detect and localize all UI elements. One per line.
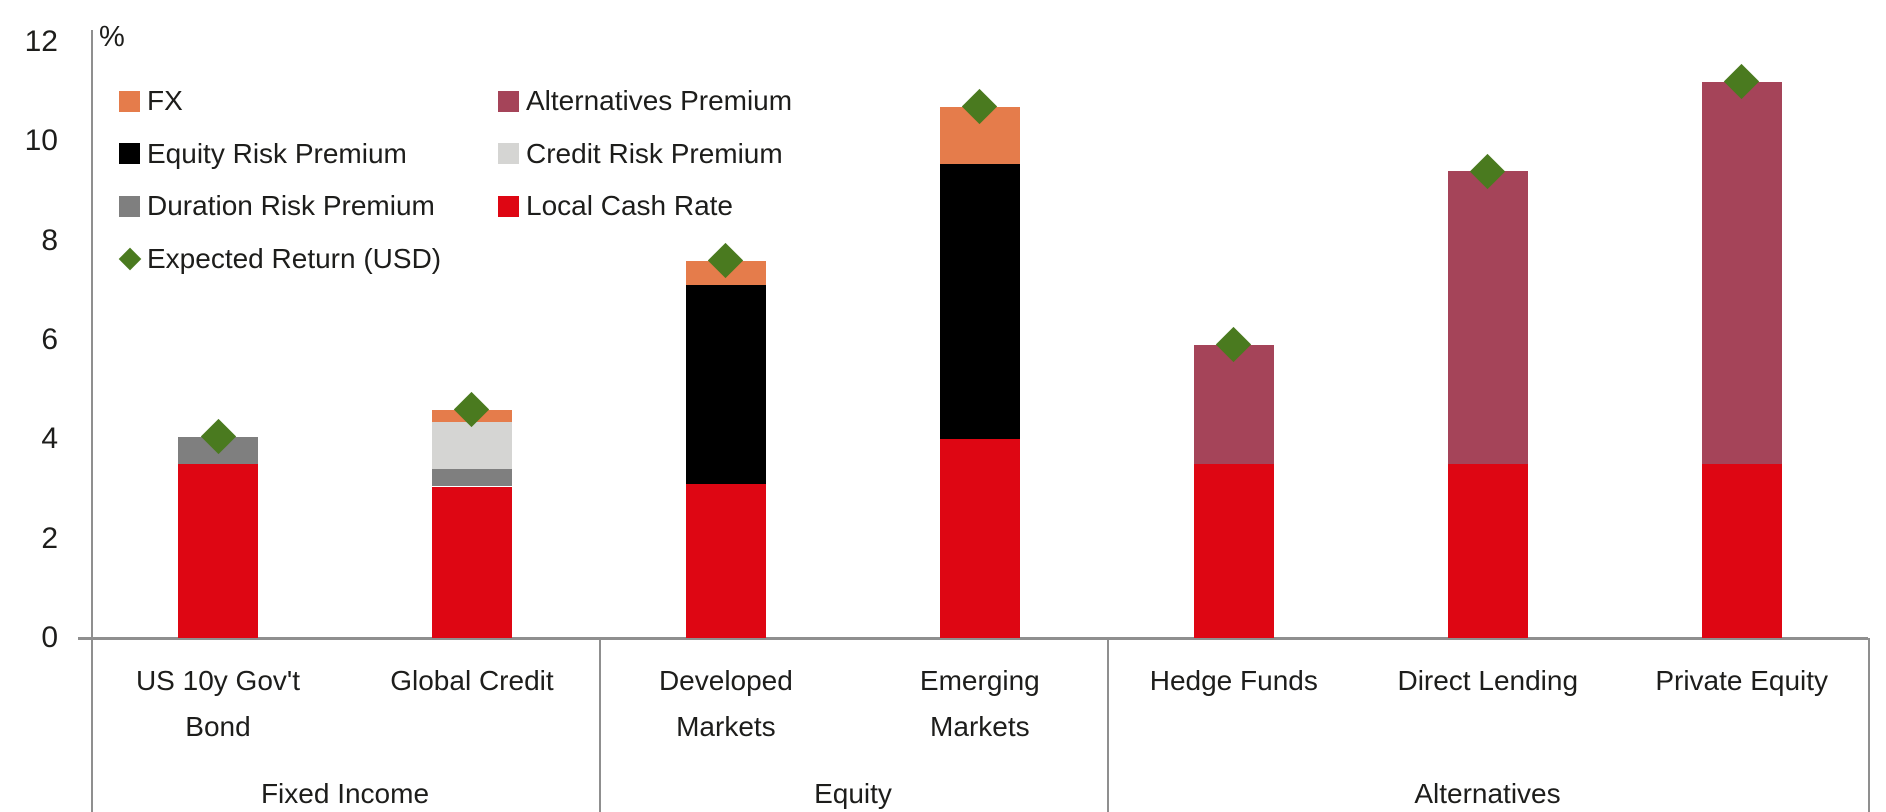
category-separator-1 xyxy=(599,638,601,812)
legend-label-equity-risk-premium: Equity Risk Premium xyxy=(147,137,407,169)
bar-label-hedge-funds: Hedge Funds xyxy=(1107,658,1361,704)
bar-label-line-us-10y-gov-t-bond-1: US 10y Gov't xyxy=(135,665,301,696)
bar-label-line-developed-markets-1: Developed xyxy=(658,665,793,696)
bar-segment-direct-lending-local-cash-rate xyxy=(1447,464,1528,638)
category-separator-2 xyxy=(1107,638,1109,812)
bar-segment-global-credit-local-cash-rate xyxy=(431,486,512,638)
bar-segment-global-credit-duration-risk-premium xyxy=(431,469,512,487)
bar-label-line-emerging-markets-2: Markets xyxy=(930,711,1030,742)
legend-item-duration-risk-premium: Duration Risk Premium xyxy=(119,185,435,227)
bar-label-line-global-credit-1: Global Credit xyxy=(390,665,554,696)
legend-swatch-alternatives-premium xyxy=(498,90,519,112)
legend-swatch-equity-risk-premium xyxy=(119,143,140,164)
category-separator-3 xyxy=(1868,638,1870,812)
bar-label-line-direct-lending-1: Direct Lending xyxy=(1397,665,1579,696)
legend-item-expected-return-usd: Expected Return (USD) xyxy=(118,238,442,280)
bar-label-line-hedge-funds-1: Hedge Funds xyxy=(1149,665,1318,696)
bar-label-developed-markets: Developed Markets xyxy=(599,658,853,750)
legend-item-local-cash-rate: Local Cash Rate xyxy=(498,185,733,227)
legend-item-credit-risk-premium: Credit Risk Premium xyxy=(498,133,783,175)
bar-segment-developed-markets-local-cash-rate xyxy=(685,484,766,638)
bar-label-global-credit: Global Credit xyxy=(345,658,599,704)
bar-label-emerging-markets: Emerging Markets xyxy=(853,658,1107,750)
group-label-alternatives: Alternatives xyxy=(1414,778,1561,809)
group-label-equity: Equity xyxy=(814,778,892,809)
group-label-fixed-income: Fixed Income xyxy=(260,778,430,809)
bar-label-line-developed-markets-2: Markets xyxy=(676,711,776,742)
bar-label-private-equity: Private Equity xyxy=(1615,658,1869,704)
legend-label-local-cash-rate: Local Cash Rate xyxy=(526,190,734,221)
bar-label-line-private-equity-1: Private Equity xyxy=(1655,665,1829,696)
y-tick-label-2: 2 xyxy=(41,521,58,555)
legend-swatch-duration-risk-premium xyxy=(119,195,140,217)
bar-segment-emerging-markets-equity-risk-premium xyxy=(939,163,1020,440)
y-tick-label-12: 12 xyxy=(24,24,58,58)
y-tick-label-4: 4 xyxy=(41,422,58,456)
legend-item-fx: FX xyxy=(119,80,183,122)
y-axis-line xyxy=(91,30,93,812)
legend-item-alternatives-premium: Alternatives Premium xyxy=(498,80,792,122)
y-tick-label-0: 0 xyxy=(41,621,58,654)
bar-segment-us-10y-gov-t-bond-local-cash-rate xyxy=(178,464,258,638)
y-tick-label-6: 6 xyxy=(41,322,58,356)
bar-segment-private-equity-alternatives-premium xyxy=(1701,81,1782,465)
bar-segment-emerging-markets-local-cash-rate xyxy=(939,439,1020,638)
legend-label-fx: FX xyxy=(147,85,183,116)
legend-diamond-swatch-expected-return-usd xyxy=(118,247,141,270)
bar-label-line-us-10y-gov-t-bond-2: Bond xyxy=(185,711,251,742)
bar-segment-direct-lending-alternatives-premium xyxy=(1447,171,1528,465)
legend-label-credit-risk-premium: Credit Risk Premium xyxy=(526,137,783,169)
legend-swatch-fx xyxy=(119,90,140,112)
legend-item-equity-risk-premium: Equity Risk Premium xyxy=(119,133,407,175)
legend-label-expected-return-usd: Expected Return (USD) xyxy=(147,242,442,274)
legend-label-duration-risk-premium: Duration Risk Premium xyxy=(147,190,435,221)
bar-label-line-emerging-markets-1: Emerging xyxy=(919,665,1040,696)
bar-segment-developed-markets-equity-risk-premium xyxy=(685,285,766,484)
bar-segment-global-credit-credit-risk-premium xyxy=(431,421,512,470)
y-axis-unit-label: % xyxy=(99,21,125,53)
bar-label-direct-lending: Direct Lending xyxy=(1361,658,1615,704)
y-tick-label-8: 8 xyxy=(41,223,58,257)
bar-segment-hedge-funds-alternatives-premium xyxy=(1193,344,1274,465)
bar-label-us-10y-gov-t-bond: US 10y Gov't Bond xyxy=(91,658,345,750)
bar-segment-private-equity-local-cash-rate xyxy=(1701,464,1782,638)
legend-label-alternatives-premium: Alternatives Premium xyxy=(526,85,793,116)
bar-segment-hedge-funds-local-cash-rate xyxy=(1193,464,1274,638)
legend-swatch-credit-risk-premium xyxy=(498,143,519,164)
y-tick-label-10: 10 xyxy=(24,124,58,158)
x-axis-baseline xyxy=(78,637,1868,640)
legend-swatch-local-cash-rate xyxy=(498,195,519,217)
